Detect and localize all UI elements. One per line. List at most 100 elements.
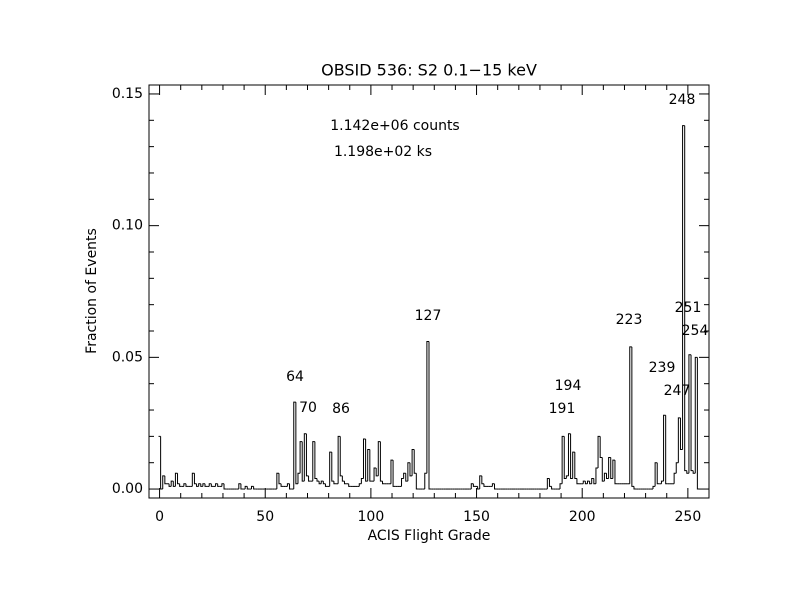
histogram-step <box>479 475 482 490</box>
histogram-step <box>322 481 326 485</box>
histogram-step <box>599 436 603 458</box>
histogram-step <box>246 486 250 490</box>
histogram-step <box>677 417 681 463</box>
histogram-step <box>177 473 180 485</box>
histogram-step <box>183 483 186 487</box>
histogram-step <box>289 483 292 490</box>
histogram-step <box>551 486 554 490</box>
histogram-step <box>375 467 379 477</box>
histogram-step <box>561 435 565 484</box>
x-tick-label: 200 <box>569 509 596 525</box>
peak-label: 194 <box>555 378 582 394</box>
peak-label: 127 <box>415 308 442 324</box>
histogram-step <box>405 473 408 482</box>
histogram-step <box>470 483 474 490</box>
histogram-step <box>324 483 328 487</box>
chart-title: OBSID 536: S2 0.1−15 keV <box>321 61 537 80</box>
histogram-step <box>610 457 613 480</box>
histogram-step <box>215 483 218 487</box>
histogram-step <box>390 459 394 484</box>
histogram-step <box>382 481 385 485</box>
y-tick-label: 0.15 <box>112 86 143 102</box>
histogram-step <box>690 354 694 472</box>
histogram-step <box>373 467 377 482</box>
histogram-step <box>362 438 366 479</box>
histogram-step <box>278 473 282 485</box>
histogram-step <box>673 472 677 484</box>
histogram-step <box>174 472 178 487</box>
histogram-step <box>688 354 692 474</box>
histogram-step <box>546 478 550 490</box>
histogram-step <box>312 441 315 482</box>
histogram-step <box>280 483 284 487</box>
histogram-step <box>696 357 700 490</box>
peak-label: 247 <box>664 383 691 399</box>
peak-label: 86 <box>332 401 350 417</box>
histogram-step <box>200 483 203 487</box>
histogram-step <box>567 433 571 476</box>
histogram-step <box>329 451 332 487</box>
histogram-step <box>692 470 696 474</box>
histogram-step <box>305 433 309 477</box>
histogram-step <box>286 483 290 487</box>
histogram-step <box>424 472 427 490</box>
y-axis-label: Fraction of Events <box>84 228 100 354</box>
histogram-step <box>686 470 689 474</box>
histogram-step <box>164 475 167 485</box>
histogram-step <box>652 485 656 490</box>
histogram-step <box>377 441 381 476</box>
histogram-step <box>168 483 172 487</box>
histogram-step <box>584 481 588 485</box>
histogram-step <box>392 460 396 487</box>
histogram-step <box>308 475 311 482</box>
histogram-step <box>574 452 577 480</box>
histogram-step <box>601 457 605 482</box>
histogram-step <box>612 459 615 479</box>
peak-label: 191 <box>549 401 576 417</box>
histogram-step <box>250 485 254 490</box>
histogram-step <box>210 483 214 487</box>
x-tick-label: 100 <box>358 509 385 525</box>
x-tick-label: 150 <box>463 509 490 525</box>
histogram-step <box>360 478 364 484</box>
histogram-step <box>684 125 687 472</box>
histogram-step <box>314 441 317 480</box>
histogram-step <box>663 414 666 482</box>
histogram-step <box>603 472 607 482</box>
histogram-step <box>589 481 592 485</box>
histogram-step <box>339 436 343 477</box>
histogram-step <box>160 436 163 490</box>
histogram-step <box>629 346 632 484</box>
histogram-step <box>343 481 347 485</box>
histogram-step <box>675 462 679 474</box>
histogram-step <box>682 125 685 450</box>
histogram-step <box>244 485 248 490</box>
peak-label: 248 <box>669 92 696 108</box>
x-axis-label: ACIS Flight Grade <box>368 528 491 544</box>
histogram-step <box>582 480 586 484</box>
x-tick-label: 50 <box>256 509 274 525</box>
histogram-step <box>223 483 227 490</box>
histogram-step <box>494 483 497 490</box>
histogram-step <box>591 478 594 484</box>
y-tick-label: 0.05 <box>112 349 143 365</box>
y-tick-label: 0.00 <box>112 481 143 497</box>
histogram-step <box>193 473 197 485</box>
histogram-step <box>633 486 637 490</box>
histogram-step <box>208 483 212 487</box>
histogram-step <box>660 480 664 484</box>
histogram-step <box>597 435 601 468</box>
histogram-step <box>428 341 432 490</box>
histogram-step <box>348 483 351 487</box>
histogram-step <box>608 456 611 479</box>
histogram-step <box>162 475 165 490</box>
histogram-step <box>606 473 609 480</box>
histogram-step <box>303 433 307 482</box>
x-tick-label: 0 <box>155 509 164 525</box>
histogram-step <box>586 480 590 484</box>
peak-label: 223 <box>616 312 643 328</box>
histogram-step <box>358 483 362 487</box>
histogram-step <box>217 483 220 487</box>
histogram-step <box>413 449 417 474</box>
